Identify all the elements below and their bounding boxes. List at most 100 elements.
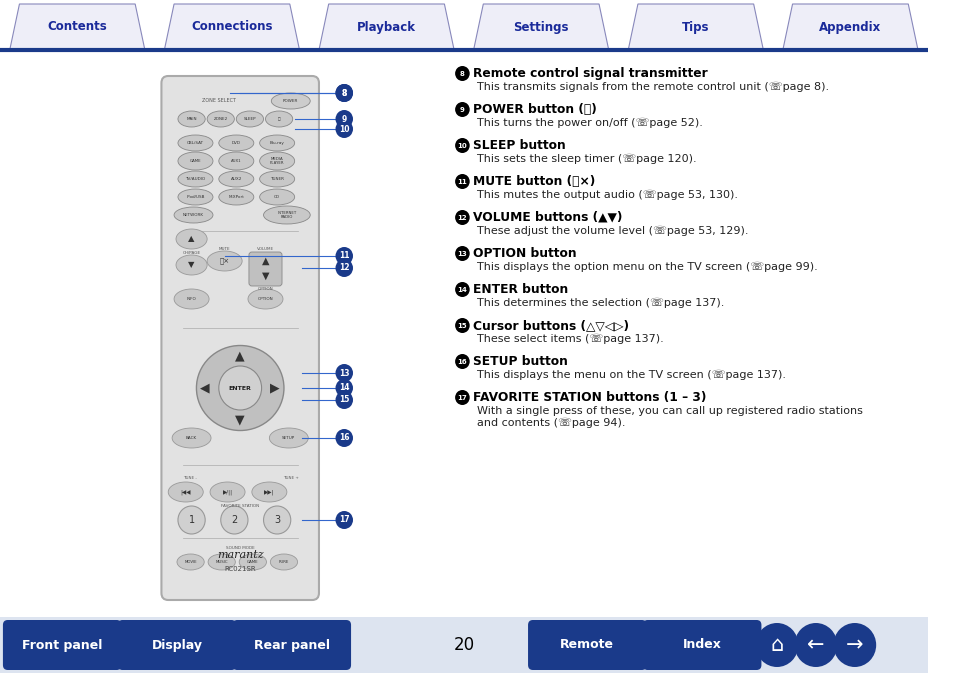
Text: 9: 9 [459, 106, 464, 112]
Text: ZONE SELECT: ZONE SELECT [201, 98, 235, 104]
Circle shape [335, 84, 353, 102]
Ellipse shape [259, 171, 294, 187]
Ellipse shape [218, 152, 253, 170]
Text: Playback: Playback [356, 20, 416, 34]
Circle shape [220, 506, 248, 534]
Text: MOVIE: MOVIE [184, 560, 196, 564]
Circle shape [455, 102, 469, 117]
Text: Contents: Contents [48, 20, 107, 34]
Text: 12: 12 [457, 215, 467, 221]
Text: ◀: ◀ [200, 382, 210, 394]
Ellipse shape [178, 189, 213, 205]
Text: 15: 15 [457, 322, 467, 328]
FancyBboxPatch shape [3, 620, 121, 670]
Circle shape [178, 506, 205, 534]
Text: and contents (☏page 94).: and contents (☏page 94). [476, 418, 624, 428]
Text: ENTER: ENTER [229, 386, 252, 390]
Text: ▲: ▲ [261, 256, 269, 266]
Text: CBL/SAT: CBL/SAT [187, 141, 204, 145]
Text: Tips: Tips [681, 20, 709, 34]
Text: 16: 16 [457, 359, 467, 365]
Text: SETUP button: SETUP button [472, 355, 567, 368]
Text: M-XPort: M-XPort [228, 195, 244, 199]
Text: CD: CD [274, 195, 280, 199]
Text: POWER: POWER [283, 99, 298, 103]
Text: 11: 11 [338, 252, 349, 260]
Text: ←: ← [806, 635, 823, 655]
Ellipse shape [259, 135, 294, 151]
Text: SLEEP: SLEEP [243, 117, 256, 121]
Text: DVD: DVD [232, 141, 240, 145]
Text: OPTION: OPTION [257, 297, 273, 301]
Text: INTERNET
RADIO: INTERNET RADIO [277, 211, 296, 219]
Text: ▼: ▼ [188, 260, 194, 269]
Text: MEDIA
PLAYER: MEDIA PLAYER [270, 157, 284, 166]
Text: FAVORITE STATION buttons (1 – 3): FAVORITE STATION buttons (1 – 3) [472, 391, 705, 404]
Text: ⌂: ⌂ [770, 635, 782, 655]
Circle shape [335, 120, 353, 138]
Text: RC021SR: RC021SR [224, 566, 255, 572]
Text: This displays the option menu on the TV screen (☏page 99).: This displays the option menu on the TV … [476, 262, 817, 272]
Text: ⏻: ⏻ [277, 117, 280, 121]
Ellipse shape [178, 111, 205, 127]
Text: This displays the menu on the TV screen (☏page 137).: This displays the menu on the TV screen … [476, 370, 784, 380]
Ellipse shape [210, 482, 245, 502]
Text: ENTER button: ENTER button [472, 283, 567, 296]
Text: 8: 8 [341, 89, 347, 98]
Text: 15: 15 [338, 396, 349, 404]
FancyBboxPatch shape [117, 620, 236, 670]
Text: This transmits signals from the remote control unit (☏page 8).: This transmits signals from the remote c… [476, 82, 828, 92]
Ellipse shape [178, 171, 213, 187]
Text: 3: 3 [274, 515, 280, 525]
Text: 10: 10 [457, 143, 467, 149]
Text: 13: 13 [338, 369, 349, 378]
Circle shape [755, 623, 798, 667]
Text: ▲: ▲ [188, 234, 194, 244]
Text: 11: 11 [457, 178, 467, 184]
Ellipse shape [178, 135, 213, 151]
Text: This mutes the output audio (☏page 53, 130).: This mutes the output audio (☏page 53, 1… [476, 190, 737, 200]
Text: 17: 17 [338, 516, 349, 524]
Circle shape [455, 138, 469, 153]
Text: 8: 8 [341, 89, 347, 98]
Circle shape [335, 259, 353, 277]
Text: 14: 14 [338, 384, 349, 392]
Ellipse shape [239, 554, 266, 570]
Text: GAME: GAME [190, 159, 201, 163]
Text: ▶/||: ▶/|| [222, 489, 233, 495]
Ellipse shape [177, 554, 204, 570]
FancyBboxPatch shape [528, 620, 646, 670]
Text: →: → [845, 635, 862, 655]
Text: TUNE +: TUNE + [282, 476, 298, 480]
FancyBboxPatch shape [233, 620, 351, 670]
Text: Front panel: Front panel [22, 639, 102, 651]
Text: ▶: ▶ [270, 382, 280, 394]
Polygon shape [782, 4, 917, 50]
Text: iPod/USB: iPod/USB [186, 195, 205, 199]
Text: MUTE: MUTE [218, 247, 231, 251]
Text: 17: 17 [457, 394, 467, 400]
Text: 10: 10 [338, 125, 349, 133]
Ellipse shape [172, 428, 211, 448]
Text: INFO: INFO [187, 297, 196, 301]
Text: POWER button (⏻): POWER button (⏻) [472, 103, 596, 116]
Text: PURE: PURE [278, 560, 289, 564]
Text: OPTION button: OPTION button [472, 247, 576, 260]
Text: |◀◀: |◀◀ [180, 489, 191, 495]
Text: ▲: ▲ [235, 349, 245, 363]
Ellipse shape [248, 289, 283, 309]
Text: 8: 8 [459, 71, 464, 77]
Ellipse shape [218, 189, 253, 205]
Polygon shape [10, 4, 145, 50]
Text: Settings: Settings [513, 20, 568, 34]
Text: AUX2: AUX2 [231, 177, 242, 181]
Circle shape [218, 366, 261, 410]
Ellipse shape [269, 428, 308, 448]
Ellipse shape [252, 482, 287, 502]
Ellipse shape [196, 345, 284, 431]
Text: MUTE button (🔇×): MUTE button (🔇×) [472, 175, 595, 188]
Circle shape [335, 110, 353, 128]
Text: ▼: ▼ [261, 271, 269, 281]
Polygon shape [627, 4, 762, 50]
Ellipse shape [176, 255, 207, 275]
